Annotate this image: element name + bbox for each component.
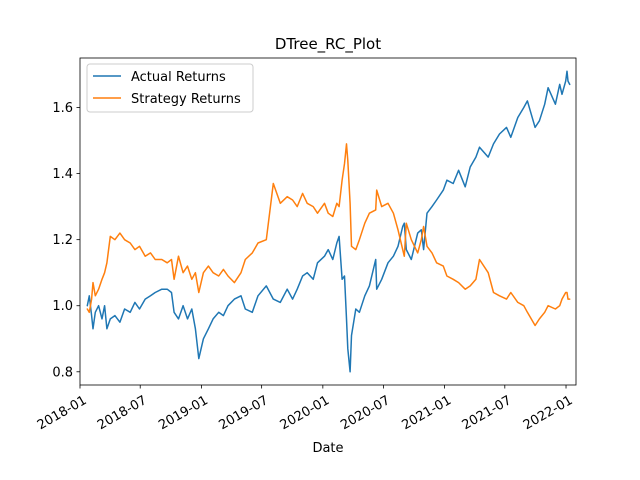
y-tick-label: 1.2 xyxy=(52,233,73,248)
legend-frame xyxy=(86,63,254,113)
plot-area-frame xyxy=(79,57,577,386)
series-layer xyxy=(86,70,571,373)
series-line-actual-returns xyxy=(86,70,571,373)
x-axis-title: Date xyxy=(312,441,343,456)
series-line-strategy-returns xyxy=(86,143,571,327)
legend-label: Actual Returns xyxy=(131,70,226,85)
y-tick-label: 0.8 xyxy=(52,365,73,380)
legend: Actual Returns Strategy Returns xyxy=(86,63,254,113)
y-tick-label: 1.4 xyxy=(52,167,73,182)
chart-title: DTree_RC_Plot xyxy=(275,35,381,54)
y-tick-label: 1.6 xyxy=(52,101,73,116)
legend-label: Strategy Returns xyxy=(131,92,241,107)
y-tick-label: 1.0 xyxy=(52,299,73,314)
